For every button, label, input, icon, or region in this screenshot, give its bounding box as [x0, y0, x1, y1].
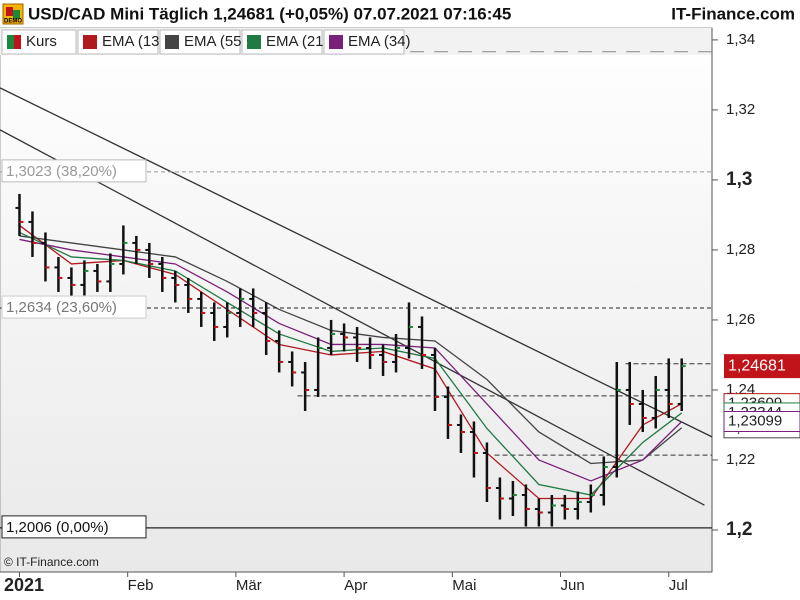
legend-label: Kurs	[26, 33, 57, 50]
ohlc-bar	[612, 361, 621, 478]
ohlc-bar	[210, 302, 219, 341]
y-tick-label: 1,34	[726, 31, 755, 48]
ohlc-bar	[521, 484, 530, 527]
demo-badge: DEMO	[2, 3, 24, 25]
ohlc-bar	[262, 302, 271, 355]
ohlc-bar	[469, 421, 478, 478]
ohlc-bar	[288, 351, 297, 387]
ohlc-bar	[677, 358, 686, 411]
ohlc-bar	[560, 494, 569, 520]
y-tick-label: 1,3	[726, 169, 752, 190]
ohlc-bar	[15, 193, 24, 236]
fib-label-box	[1, 515, 147, 539]
ohlc-bar	[41, 232, 50, 282]
copyright: © IT-Finance.com	[4, 555, 99, 569]
ohlc-bar	[456, 414, 465, 453]
x-tick-label: 2021	[4, 575, 44, 595]
legend-swatch	[165, 35, 179, 49]
badge-text: DEMO	[4, 19, 22, 25]
trend-line	[0, 87, 713, 438]
legend-swatch	[329, 35, 343, 49]
ohlc-bar	[625, 361, 634, 425]
ohlc-bar	[482, 442, 491, 502]
ohlc-bar	[586, 484, 595, 513]
ema-value-box	[723, 411, 800, 433]
legend-label: EMA (21)	[266, 33, 329, 50]
ohlc-bar	[197, 291, 206, 327]
ohlc-bar	[327, 319, 336, 355]
ohlc-bar	[145, 242, 154, 278]
x-tick-label: Mai	[452, 577, 476, 594]
x-tick-label: Jun	[561, 577, 585, 594]
ohlc-bar	[184, 277, 193, 313]
legend-label: EMA (13)	[102, 33, 165, 50]
ohlc-bar	[366, 337, 375, 369]
legend-swatch	[247, 35, 261, 49]
ohlc-bar	[80, 260, 89, 296]
legend-swatch	[14, 35, 21, 49]
fib-label-box	[1, 295, 147, 319]
ohlc-bar	[132, 235, 141, 264]
ohlc-bar	[158, 256, 167, 292]
ohlc-bar	[275, 330, 284, 373]
y-tick-label: 1,26	[726, 311, 755, 328]
ohlc-bar	[495, 477, 504, 520]
fib-label: 1,3023 (38,20%)	[6, 163, 117, 180]
ohlc-bar	[28, 211, 37, 257]
legend-swatch	[7, 35, 14, 49]
x-tick-label: Mär	[236, 577, 262, 594]
ohlc-bar	[379, 344, 388, 376]
y-tick-label: 1,22	[726, 451, 755, 468]
ohlc-bar	[353, 326, 362, 362]
ohlc-bar	[599, 456, 608, 506]
ohlc-bar	[534, 498, 543, 527]
ohlc-bar	[573, 491, 582, 520]
x-tick-label: Jul	[669, 577, 688, 594]
last-price-box	[724, 354, 800, 379]
ohlc-bar	[93, 263, 102, 292]
fib-label-box	[1, 159, 147, 183]
ohlc-bar	[443, 386, 452, 439]
fib-label: 1,2006 (0,00%)	[6, 519, 109, 536]
ohlc-bar	[301, 361, 310, 411]
ohlc-bar	[651, 375, 660, 429]
ohlc-bar	[405, 302, 414, 359]
ohlc-bar	[392, 333, 401, 373]
plot-layer	[0, 51, 713, 527]
ohlc-bar	[314, 337, 323, 397]
trend-line	[0, 129, 705, 506]
y-tick-label: 1,2	[726, 519, 752, 540]
ohlc-bar	[119, 225, 128, 275]
source: IT-Finance.com	[671, 4, 795, 23]
ema-value-label: 1,23099	[728, 412, 782, 429]
x-tick-label: Feb	[128, 577, 154, 594]
legend-swatch	[83, 35, 97, 49]
x-tick-label: Apr	[344, 577, 367, 594]
chart-title: USD/CAD Mini Täglich 1,24681 (+0,05%) 07…	[28, 4, 511, 23]
ohlc-bar	[171, 270, 180, 303]
last-price-label: 1,24681	[728, 357, 786, 374]
title-bar	[0, 0, 800, 28]
ohlc-bar	[340, 323, 349, 352]
ohlc-bar	[430, 347, 439, 411]
legend-item	[241, 29, 323, 55]
ohlc-bar	[106, 253, 115, 292]
y-tick-label: 1,32	[726, 101, 755, 118]
fib-label: 1,2634 (23,60%)	[6, 299, 117, 316]
y-tick-label: 1,28	[726, 241, 755, 258]
ohlc-bar	[547, 494, 556, 527]
legend-label: EMA (34)	[348, 33, 411, 50]
legend-label: EMA (55)	[184, 33, 247, 50]
ohlc-bar	[664, 358, 673, 418]
ohlc-bar	[508, 480, 517, 516]
ohlc-bar	[418, 316, 427, 369]
ohlc-bar	[54, 256, 63, 292]
ohlc-bar	[67, 267, 76, 299]
ohlc-bar	[638, 389, 647, 432]
